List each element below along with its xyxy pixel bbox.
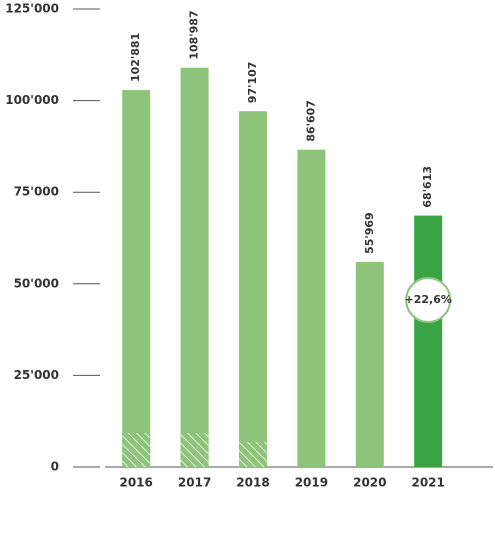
x-tick-label: 2018: [236, 476, 269, 490]
y-tick-label: 100'000: [5, 93, 59, 107]
x-tick-label: 2017: [178, 476, 211, 490]
annotation-circle: [405, 277, 452, 323]
bar: [239, 111, 267, 467]
bar: [122, 90, 151, 468]
value-label: 108'987: [188, 10, 201, 59]
hatched-segment: [122, 432, 151, 467]
y-tick-label: 25'000: [14, 368, 59, 382]
bar: [180, 67, 209, 467]
y-tick-label: 125'000: [5, 2, 59, 16]
hatched-segment: [239, 442, 267, 467]
hatched-segment: [180, 432, 209, 467]
value-label: 68'613: [421, 166, 434, 208]
x-tick-label: 2019: [295, 476, 328, 490]
value-label: 97'107: [246, 62, 259, 104]
bar: [355, 261, 384, 467]
x-tick-label: 2020: [353, 476, 386, 490]
y-tick-label: 50'000: [14, 276, 59, 290]
x-tick-label: 2016: [119, 476, 152, 490]
x-tick-label: 2021: [411, 476, 444, 490]
value-label: 55'969: [363, 212, 376, 254]
y-tick-label: 0: [51, 460, 59, 474]
bar: [414, 215, 443, 467]
annotation: +22,6%: [405, 293, 452, 306]
value-label: 102'881: [129, 33, 142, 82]
bar: [297, 149, 326, 468]
value-label: 86'607: [304, 100, 317, 142]
y-tick-label: 75'000: [14, 185, 59, 199]
